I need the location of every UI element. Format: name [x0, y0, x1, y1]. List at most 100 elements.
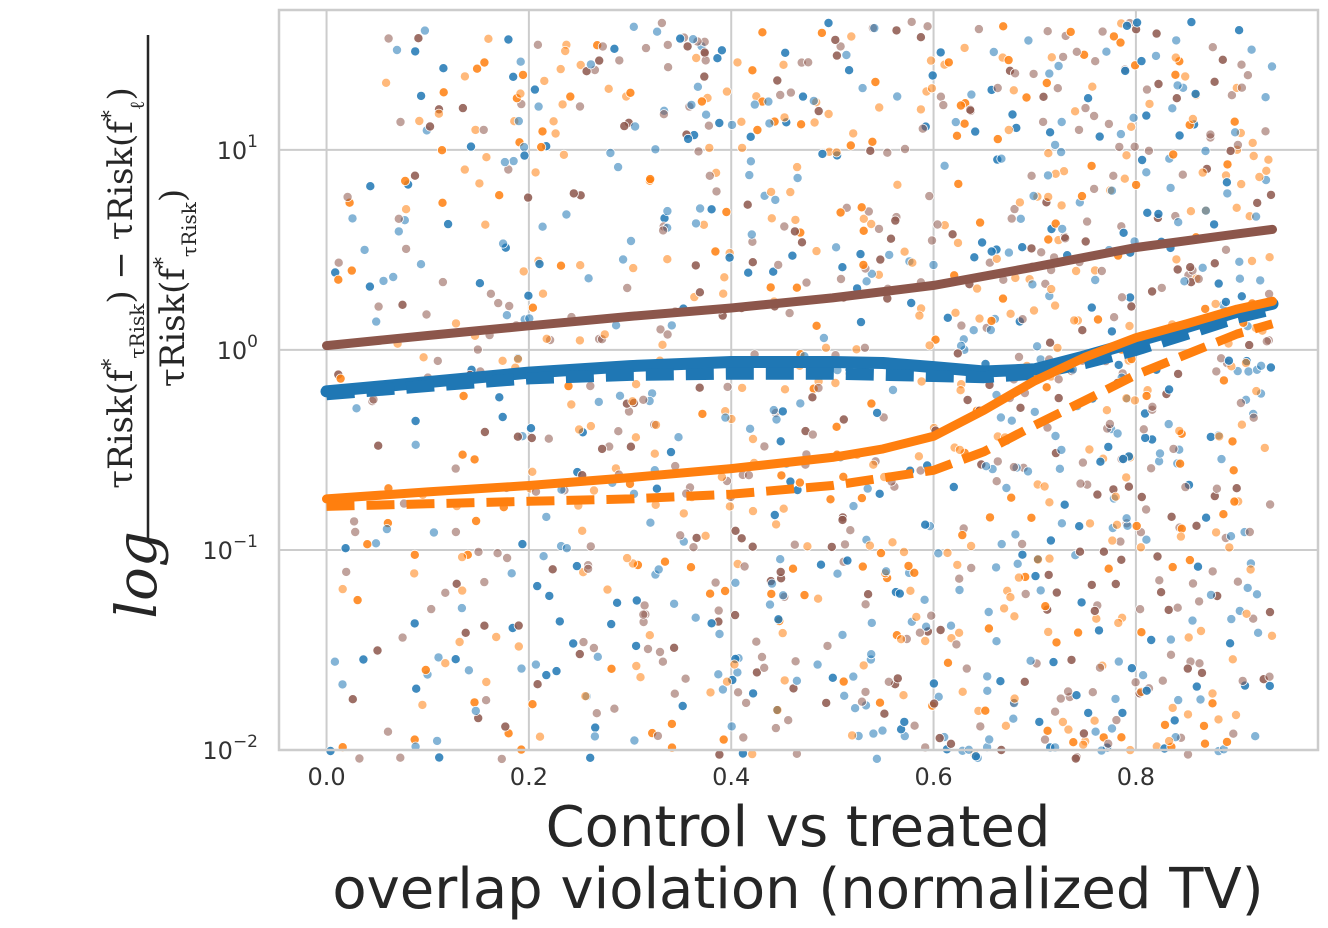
scatter-point: [913, 451, 924, 462]
scatter-point: [1003, 125, 1014, 136]
scatter-point: [1113, 656, 1124, 667]
scatter-point: [1033, 554, 1044, 565]
x-tick-label: 0.6: [914, 763, 952, 791]
scatter-point: [1076, 597, 1087, 608]
scatter-point: [527, 466, 538, 477]
scatter-point: [798, 91, 809, 102]
scatter-point: [1253, 627, 1264, 638]
scatter-point: [1078, 728, 1089, 739]
scatter-points: [325, 16, 1278, 764]
scatter-point: [544, 590, 555, 601]
scatter-point: [1173, 368, 1184, 379]
scatter-point: [479, 620, 490, 631]
scatter-point: [1043, 191, 1054, 202]
scatter-point: [593, 396, 604, 407]
scatter-point: [984, 734, 995, 745]
scatter-point: [340, 543, 351, 554]
scatter-point: [1025, 655, 1036, 666]
x-tick-label: 0.0: [307, 763, 345, 791]
scatter-point: [714, 629, 725, 640]
scatter-point: [1021, 92, 1032, 103]
scatter-point: [1070, 106, 1081, 117]
scatter-point: [1130, 677, 1141, 688]
scatter-point: [970, 751, 981, 762]
scatter-point: [1041, 78, 1052, 89]
scatter-point: [1261, 165, 1272, 176]
scatter-point: [773, 259, 784, 270]
scatter-point: [759, 662, 770, 673]
scatter-point: [874, 223, 885, 234]
scatter-point: [409, 568, 420, 579]
scatter-point: [892, 179, 903, 190]
scatter-point: [747, 257, 758, 268]
scatter-point: [371, 316, 382, 327]
scatter-point: [863, 589, 874, 600]
scatter-point: [588, 643, 599, 654]
scatter-point: [706, 204, 717, 215]
scatter-point: [497, 411, 508, 422]
scatter-point: [1190, 88, 1201, 99]
scatter-point: [744, 170, 755, 181]
scatter-point: [790, 214, 801, 225]
scatter-point: [742, 199, 753, 210]
scatter-point: [1058, 51, 1069, 62]
scatter-point: [1207, 42, 1218, 53]
scatter-point: [612, 597, 623, 608]
scatter-point: [669, 688, 680, 699]
scatter-point: [745, 131, 756, 142]
scatter-point: [657, 339, 668, 350]
scatter-point: [1093, 314, 1104, 325]
scatter-point: [845, 140, 856, 151]
scatter-point: [953, 178, 964, 189]
scatter-point: [649, 448, 660, 459]
y-tick-labels: 10−2 10−1 100 101: [202, 132, 258, 765]
scatter-point: [1185, 262, 1196, 273]
scatter-point: [1074, 124, 1085, 135]
scatter-point: [527, 699, 538, 710]
scatter-point: [627, 396, 638, 407]
scatter-point: [730, 577, 741, 588]
scatter-point: [1138, 424, 1149, 435]
scatter-point: [1015, 213, 1026, 224]
scatter-point: [809, 117, 820, 128]
scatter-point: [1117, 707, 1128, 718]
scatter-point: [1042, 26, 1053, 37]
scatter-point: [1227, 436, 1238, 447]
scatter-point: [909, 567, 920, 578]
scatter-point: [650, 144, 661, 155]
scatter-point: [718, 288, 729, 299]
scatter-point: [766, 213, 777, 224]
scatter-point: [560, 46, 571, 57]
scatter-point: [630, 121, 641, 132]
scatter-point: [991, 476, 1002, 487]
scatter-point: [1051, 587, 1062, 598]
scatter-point: [628, 21, 639, 32]
scatter-point: [541, 333, 552, 344]
scatter-point: [847, 730, 858, 741]
scatter-point: [1164, 384, 1175, 395]
scatter-point: [1044, 68, 1055, 79]
scatter-point: [424, 121, 435, 132]
x-tick-labels: 0.0 0.2 0.4 0.6 0.8: [307, 763, 1155, 791]
scatter-point: [1118, 227, 1129, 238]
scatter-point: [1095, 456, 1106, 467]
scatter-point: [606, 619, 617, 630]
scatter-point: [747, 65, 758, 76]
scatter-point: [775, 90, 786, 101]
scatter-point: [459, 164, 470, 175]
scatter-point: [1146, 463, 1157, 474]
y-tick-label: 100: [217, 332, 258, 365]
scatter-point: [678, 508, 689, 519]
scatter-point: [1094, 625, 1105, 636]
scatter-point: [771, 414, 782, 425]
scatter-point: [1094, 131, 1105, 142]
scatter-point: [370, 538, 381, 549]
scatter-point: [483, 33, 494, 44]
scatter-point: [721, 86, 732, 97]
scatter-point: [1008, 85, 1019, 96]
scatter-point: [1068, 737, 1079, 748]
trend-lines: [320, 224, 1279, 511]
scatter-point: [473, 546, 484, 557]
scatter-point: [743, 470, 754, 481]
